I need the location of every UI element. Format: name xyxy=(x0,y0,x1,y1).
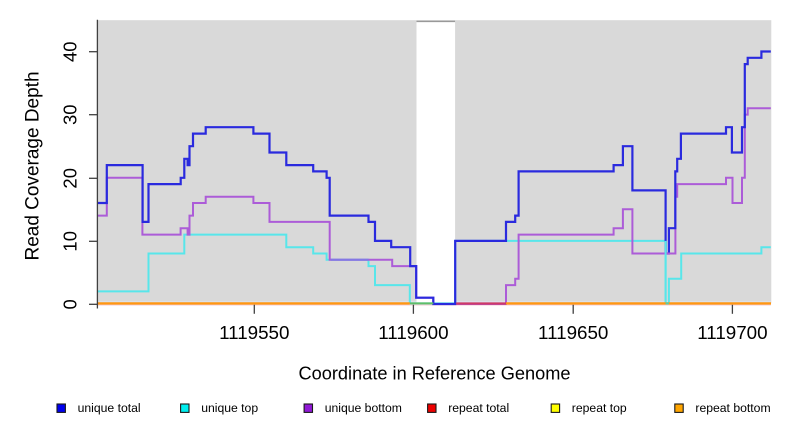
svg-text:unique total: unique total xyxy=(78,401,141,415)
svg-text:1119600: 1119600 xyxy=(378,322,448,343)
svg-text:30: 30 xyxy=(60,104,81,125)
svg-text:Read Coverage Depth: Read Coverage Depth xyxy=(23,71,44,260)
svg-text:1119550: 1119550 xyxy=(219,322,289,343)
svg-text:1119650: 1119650 xyxy=(538,322,608,343)
svg-text:40: 40 xyxy=(60,41,81,62)
svg-text:unique top: unique top xyxy=(201,401,258,415)
svg-text:1119700: 1119700 xyxy=(697,322,767,343)
svg-text:repeat top: repeat top xyxy=(572,401,627,415)
svg-text:repeat bottom: repeat bottom xyxy=(695,401,770,415)
svg-text:unique bottom: unique bottom xyxy=(325,401,402,415)
svg-text:10: 10 xyxy=(60,231,81,252)
svg-text:20: 20 xyxy=(60,168,81,189)
svg-text:Coordinate in Reference Genome: Coordinate in Reference Genome xyxy=(299,363,571,383)
svg-text:0: 0 xyxy=(60,299,81,309)
svg-text:repeat total: repeat total xyxy=(448,401,509,415)
